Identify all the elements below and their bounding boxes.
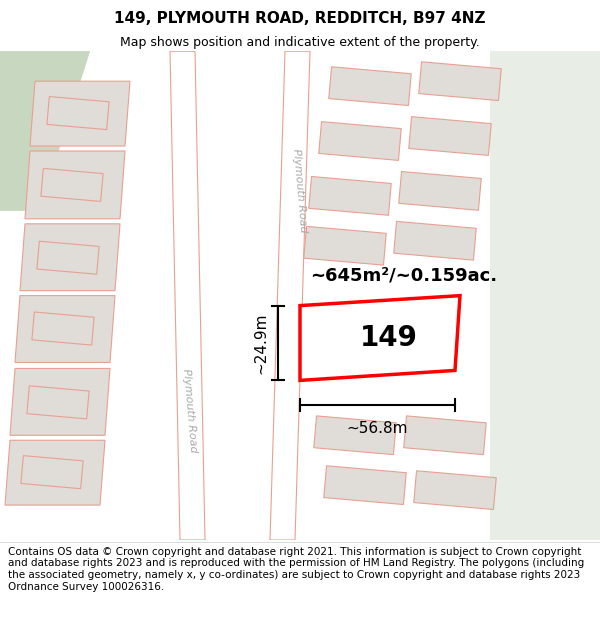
Polygon shape	[0, 51, 90, 211]
Polygon shape	[409, 117, 491, 156]
Polygon shape	[329, 67, 411, 106]
Polygon shape	[309, 176, 391, 215]
Polygon shape	[300, 296, 460, 381]
Polygon shape	[37, 241, 99, 274]
Polygon shape	[404, 416, 486, 454]
Polygon shape	[0, 51, 90, 131]
Text: Contains OS data © Crown copyright and database right 2021. This information is : Contains OS data © Crown copyright and d…	[8, 547, 584, 592]
Polygon shape	[5, 440, 105, 505]
Polygon shape	[394, 221, 476, 260]
Polygon shape	[21, 456, 83, 489]
Polygon shape	[10, 369, 110, 435]
Text: Plymouth Road: Plymouth Road	[181, 368, 199, 453]
Text: Plymouth Road: Plymouth Road	[292, 148, 308, 233]
Text: Map shows position and indicative extent of the property.: Map shows position and indicative extent…	[120, 36, 480, 49]
Polygon shape	[25, 151, 125, 219]
Polygon shape	[414, 471, 496, 509]
Polygon shape	[47, 97, 109, 129]
Polygon shape	[304, 226, 386, 265]
Polygon shape	[270, 51, 310, 540]
Text: ~645m²/~0.159ac.: ~645m²/~0.159ac.	[310, 267, 497, 284]
Text: 149, PLYMOUTH ROAD, REDDITCH, B97 4NZ: 149, PLYMOUTH ROAD, REDDITCH, B97 4NZ	[114, 11, 486, 26]
Polygon shape	[170, 51, 205, 540]
Polygon shape	[319, 122, 401, 161]
Text: 149: 149	[360, 324, 418, 352]
Text: ~24.9m: ~24.9m	[253, 312, 268, 374]
Polygon shape	[15, 296, 115, 362]
Text: ~56.8m: ~56.8m	[347, 421, 408, 436]
Polygon shape	[30, 81, 130, 146]
Polygon shape	[314, 416, 396, 454]
Polygon shape	[399, 171, 481, 210]
Polygon shape	[32, 312, 94, 345]
Polygon shape	[20, 224, 120, 291]
Polygon shape	[419, 62, 501, 101]
Polygon shape	[490, 51, 600, 540]
Polygon shape	[324, 466, 406, 504]
Polygon shape	[27, 386, 89, 419]
Polygon shape	[41, 168, 103, 201]
